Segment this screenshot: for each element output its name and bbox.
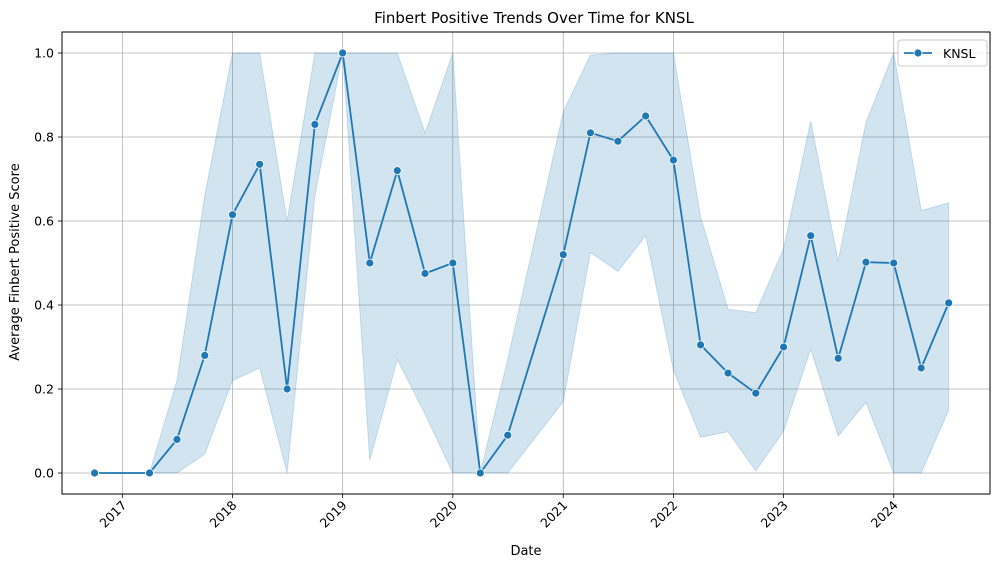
data-point [641,111,651,121]
data-point [255,159,265,169]
data-point [586,128,595,138]
data-point [613,136,623,146]
y-tick-label: 0.2 [34,382,54,397]
x-axis-ticks: 2017 2018 2019 2020 2021 2022 2023 2024 [96,494,901,531]
data-point [806,231,816,241]
data-point [172,434,182,444]
y-tick-label: 0.4 [34,298,54,313]
data-point [310,120,320,129]
data-point [779,342,788,352]
y-axis-ticks: 0.0 0.2 0.4 0.6 0.8 1.0 [34,46,62,481]
data-point [889,258,899,268]
x-tick-label: 2023 [758,498,791,531]
series-line-knsl [94,52,950,474]
legend-label-knsl: KNSL [943,46,975,61]
data-point [365,258,375,268]
y-tick-label: 0.8 [34,130,54,145]
data-point [669,155,678,165]
data-point [448,258,458,268]
data-point [420,269,430,278]
data-point-layer [90,48,954,478]
data-point [90,468,99,478]
grid [62,32,990,494]
data-point [503,430,513,440]
x-tick-label: 2024 [868,497,901,530]
data-point [282,384,292,394]
plot-area-frame [61,31,991,495]
data-point [338,48,348,58]
data-point [145,468,154,478]
data-point [200,350,210,360]
data-point [696,340,705,350]
data-point [558,250,568,260]
legend: KNSL [897,39,988,67]
chart-title: Finbert Positive Trends Over Time for KN… [374,9,694,27]
x-tick-label: 2018 [207,497,240,530]
data-point [392,166,402,176]
data-point [751,388,761,398]
data-point [475,468,485,478]
x-axis-title: Date [510,544,541,559]
legend-box [897,39,988,67]
x-tick-label: 2021 [537,498,570,531]
y-tick-label: 1.0 [34,46,54,61]
data-point [944,298,954,308]
x-tick-label: 2020 [427,497,460,530]
data-point [833,353,843,363]
data-point [228,210,237,220]
x-tick-label: 2017 [96,498,129,531]
y-tick-label: 0.6 [34,214,54,229]
x-tick-label: 2022 [647,498,680,531]
data-point [861,257,871,267]
series-line-layer [94,52,950,474]
data-point [916,363,926,373]
x-tick-label: 2019 [317,497,350,530]
data-point [723,368,733,378]
y-tick-label: 0.0 [34,466,54,481]
y-axis-title: Average Finbert Positive Score [8,163,23,360]
legend-marker-swatch [913,48,923,58]
